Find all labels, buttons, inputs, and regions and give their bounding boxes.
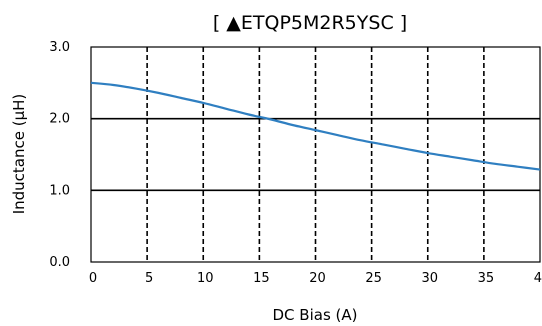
y-tick-label-3: 3.0 xyxy=(49,40,70,55)
series-line-0 xyxy=(90,81,541,171)
x-tick-label-7: 35 xyxy=(478,271,495,286)
y-tick-label-2: 2.0 xyxy=(49,112,70,127)
plot-frame xyxy=(90,46,541,263)
x-tick-label-1: 5 xyxy=(145,271,153,286)
chart-title: [ ▲ETQP5M2R5YSC ] xyxy=(213,12,407,34)
y-axis-label: Inductance (μH) xyxy=(10,94,28,215)
x-axis-label: DC Bias (A) xyxy=(273,306,358,324)
y-tick-labels: 0.0 1.0 2.0 3.0 xyxy=(49,40,70,270)
x-tick-label-5: 25 xyxy=(365,271,382,286)
x-tick-label-6: 30 xyxy=(421,271,438,286)
x-tick-label-0: 0 xyxy=(89,271,97,286)
x-tick-label-3: 15 xyxy=(253,271,270,286)
x-tick-label-8: 40 xyxy=(534,271,542,286)
x-tick-label-4: 20 xyxy=(309,271,326,286)
y-tick-label-1: 1.0 xyxy=(49,183,70,198)
series-layer xyxy=(90,81,541,171)
grid-lines xyxy=(91,47,540,262)
x-tick-labels: 0 5 10 15 20 25 30 35 40 xyxy=(89,271,542,286)
x-tick-label-2: 10 xyxy=(197,271,214,286)
y-tick-label-0: 0.0 xyxy=(49,255,70,270)
